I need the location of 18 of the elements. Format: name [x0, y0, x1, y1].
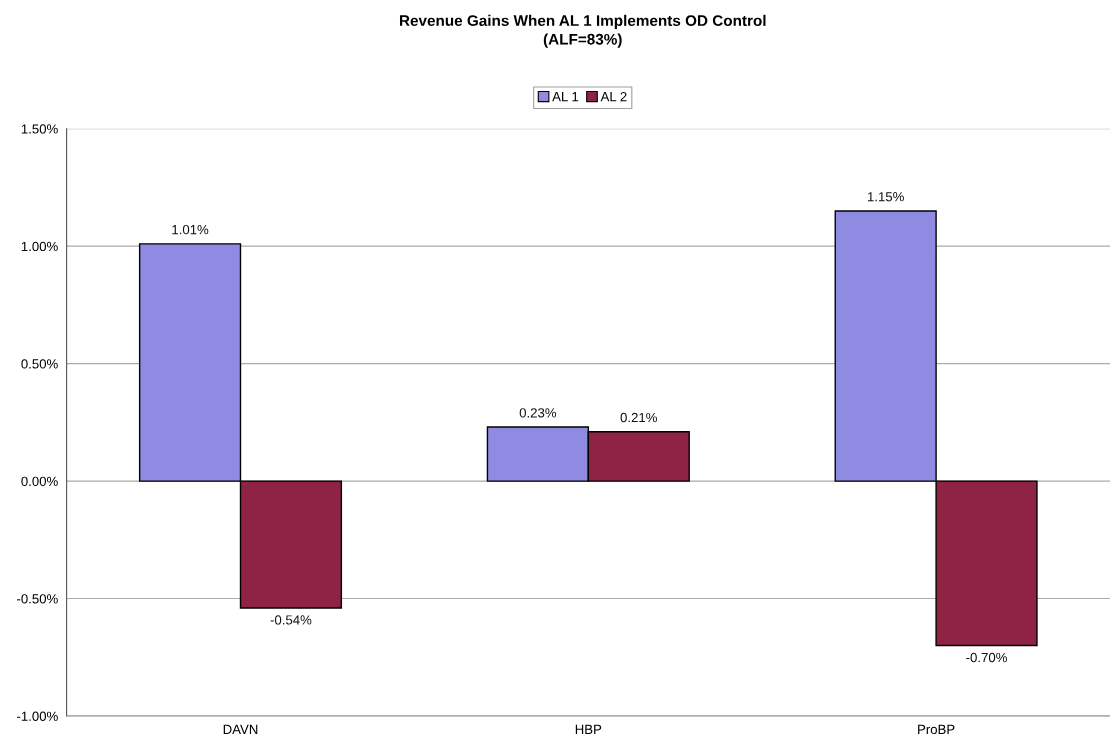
data-label: 0.23% — [519, 408, 557, 418]
y-tick-label: 0.00% — [21, 476, 58, 487]
x-tick-label: HBP — [575, 724, 602, 734]
chart-title: Revenue Gains When AL 1 Implements OD Control (ALF=83%) — [399, 14, 766, 48]
data-label: 1.15% — [867, 192, 904, 202]
y-tick-label: 1.50% — [21, 124, 58, 134]
data-label: -0.54% — [270, 615, 312, 625]
legend-label: AL 2 — [600, 91, 627, 102]
data-label: -0.70% — [966, 652, 1007, 663]
data-label: 0.21% — [620, 412, 657, 423]
x-tick-label: ProBP — [918, 724, 955, 735]
y-tick-label: -1.00% — [17, 711, 58, 721]
y-tick-label: 0.50% — [21, 359, 58, 369]
data-label: 1.01% — [172, 224, 209, 235]
y-tick-label: 1.00% — [21, 241, 58, 252]
y-tick-label: -0.50% — [17, 594, 58, 604]
legend-label: AL 1 — [552, 92, 579, 102]
x-tick-label: DAVN — [223, 724, 258, 734]
